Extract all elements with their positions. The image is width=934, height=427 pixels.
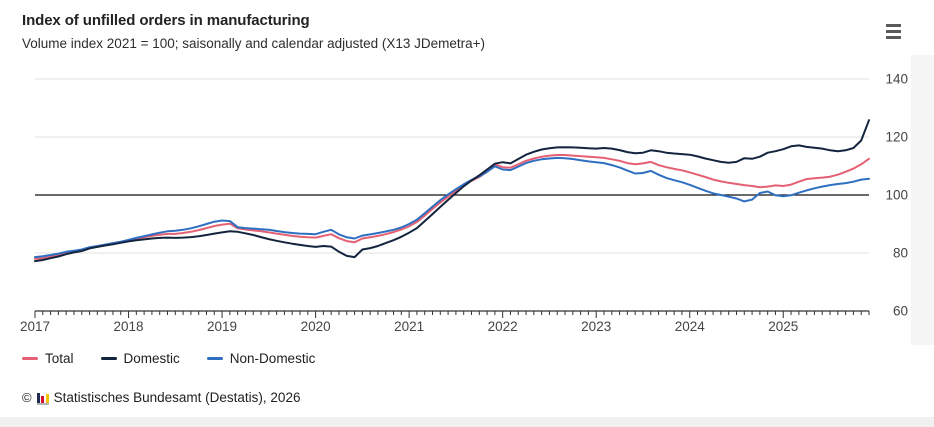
y-axis-label: 120 [885, 130, 908, 145]
y-axis-label: 80 [893, 246, 908, 261]
hamburger-bar [886, 24, 901, 27]
x-axis-label: 2019 [207, 319, 237, 334]
destatis-logo-icon [36, 391, 49, 405]
legend-item-total[interactable]: Total [22, 351, 74, 366]
domestic-line-swatch [100, 357, 117, 360]
page-background-bottom [0, 417, 934, 427]
hamburger-bar [886, 30, 901, 33]
hamburger-menu-icon[interactable] [886, 23, 902, 40]
y-axis-label: 100 [885, 188, 908, 203]
series-line-non-domestic [34, 156, 870, 259]
logo-bar [41, 395, 45, 403]
y-axis-label: 60 [893, 304, 908, 319]
series-line-domestic [34, 119, 870, 263]
x-axis-label: 2021 [394, 319, 424, 334]
source-text: Statistisches Bundesamt (Destatis), 2026 [53, 390, 301, 405]
x-axis-label: 2022 [488, 319, 518, 334]
x-axis-label: 2020 [301, 319, 331, 334]
x-axis-label: 2018 [114, 319, 144, 334]
chart-legend: Total Domestic Non-Domestic [22, 351, 315, 366]
logo-bar [36, 392, 40, 403]
page-background-right [911, 55, 934, 345]
legend-label: Non-Domestic [229, 351, 316, 366]
legend-label: Domestic [123, 351, 180, 366]
total-line-swatch [22, 357, 38, 360]
copyright-symbol: © [22, 390, 32, 405]
x-axis-label: 2017 [20, 319, 50, 334]
x-axis-label: 2025 [768, 319, 798, 334]
legend-item-domestic[interactable]: Domestic [100, 351, 180, 366]
hamburger-bar [886, 36, 901, 39]
legend-label: Total [45, 351, 74, 366]
series-line-total [34, 154, 870, 260]
logo-bar [45, 393, 49, 403]
y-axis-label: 140 [885, 72, 908, 87]
chart-title: Index of unfilled orders in manufacturin… [22, 12, 310, 29]
x-axis-label: 2023 [581, 319, 611, 334]
non-domestic-line-swatch [206, 357, 223, 360]
x-axis-label: 2024 [675, 319, 706, 334]
chart-subtitle: Volume index 2021 = 100; saisonally and … [22, 36, 486, 51]
source-line: © Statistisches Bundesamt (Destatis), 20… [22, 390, 300, 405]
legend-item-non-domestic[interactable]: Non-Domestic [206, 351, 316, 366]
chart-header: Index of unfilled orders in manufacturin… [22, 12, 485, 51]
